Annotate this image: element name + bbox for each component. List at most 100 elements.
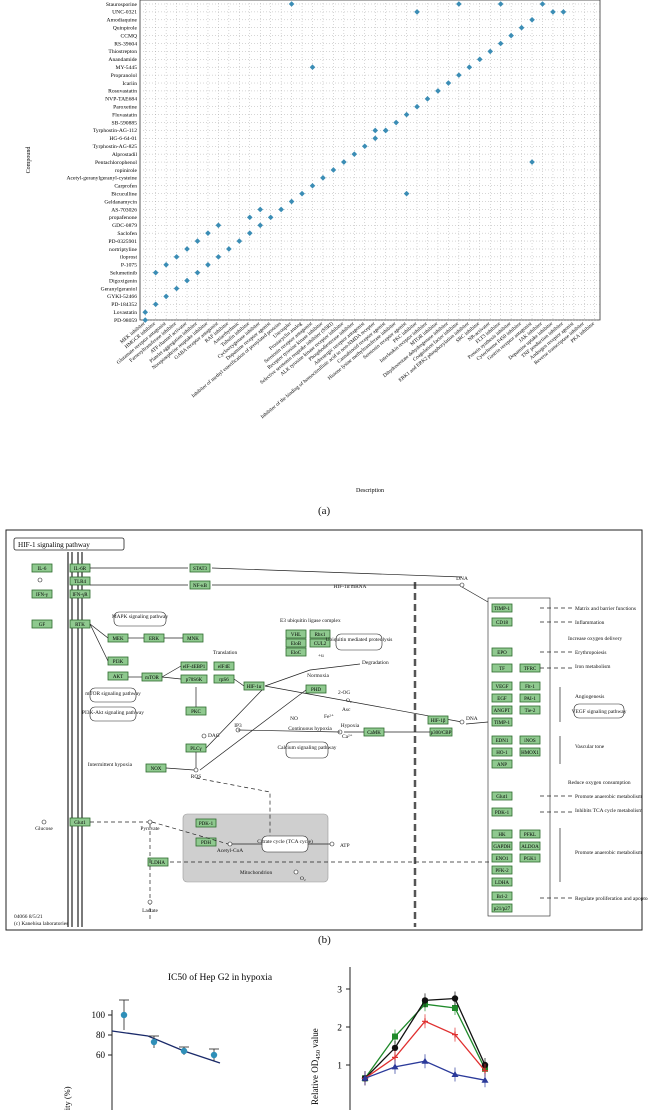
gene-flt1: Flt-1: [519, 681, 541, 691]
gene-label: LDHA: [151, 861, 165, 866]
gene-box: [491, 853, 513, 863]
gene-box: [309, 629, 331, 639]
data-point: [414, 9, 420, 15]
compound-label: nortriptyline: [109, 247, 137, 253]
left-chart-point: [210, 1051, 218, 1059]
gene-vhl: VHL: [285, 629, 307, 639]
compound-node: [459, 719, 465, 725]
gene-box: [491, 717, 513, 727]
gene-cul2: CUL2: [309, 638, 331, 648]
arrow-ros-mito: [195, 777, 271, 842]
label-acetylcoa: Acetyl-CoA: [217, 848, 243, 854]
gene-box: [305, 684, 327, 694]
label-vascular: Vascular tone: [575, 744, 605, 750]
label-mapk: MAPK signaling pathway: [112, 614, 169, 620]
arrow-ip3-ca: [237, 729, 341, 733]
gene-label: PLCγ: [190, 747, 202, 752]
right-chart-point: [422, 1018, 428, 1025]
label-inhibit_tca: Inhibits TCA cycle metabolism: [575, 808, 643, 814]
gene-timp1: TIMP-1: [491, 603, 513, 613]
gene-label: VEGF: [495, 685, 508, 690]
gene-label: PDK-1: [495, 811, 510, 816]
right-chart-point: [451, 1071, 459, 1077]
gene-eif4e: eIF4E: [213, 661, 235, 671]
gene-label: PI3K: [113, 660, 124, 665]
gene-label: MEK: [112, 637, 124, 642]
data-point: [508, 32, 514, 39]
gene-label: rpS6: [219, 678, 229, 683]
gene-label: HIF-1β: [431, 719, 446, 724]
gene-label: mTOR: [145, 676, 159, 681]
data-point: [309, 64, 316, 71]
data-point: [529, 17, 535, 23]
right-chart-point: [421, 997, 429, 1004]
gene-stat3: STAT3: [189, 563, 211, 573]
right-chart-ytick-label: 2: [337, 1024, 342, 1034]
label-tca: Citrate cycle (TCA cycle): [257, 838, 313, 845]
compound-label: Geldanamycin: [104, 199, 137, 205]
left-chart-ytick-label: 80: [96, 1030, 106, 1040]
gene-edn1: EDN1: [491, 735, 513, 745]
gene-label: Bcl-2: [496, 895, 508, 900]
right-chart-point: [482, 1067, 488, 1074]
compound-label: Geranylgeraniol: [101, 286, 138, 292]
compound-label: Amodiaquine: [107, 18, 138, 24]
label-glucose: Glucose: [35, 826, 53, 832]
compound-node: [459, 582, 465, 588]
data-point: [497, 40, 504, 47]
gene-plcg: PLCγ: [185, 743, 207, 753]
left-chart-ytick-label: 60: [96, 1050, 106, 1060]
gene-p70s6k: p70S6K: [180, 674, 208, 684]
compound-label: Quinpirole: [113, 26, 138, 32]
gene-label: ERK: [149, 637, 159, 642]
data-point: [372, 127, 379, 134]
gene-bcl2: Bcl-2: [491, 891, 513, 901]
right-chart-point: [481, 1076, 489, 1083]
gene-nox: NOX: [145, 763, 167, 773]
gene-ho1: HO-1: [491, 747, 513, 757]
gene-box: [491, 841, 513, 851]
gene-glut1: Glut1: [69, 817, 91, 827]
title-box: HIF-1 signaling pathway: [13, 537, 125, 551]
label-mtorsig: mTOR signaling pathway: [85, 691, 141, 697]
gene-box: [491, 891, 513, 901]
left-chart-point: [120, 1011, 128, 1019]
data-point: [476, 56, 483, 63]
gene-label: NOX: [151, 767, 162, 772]
gene-tfrc: TFRC: [519, 663, 541, 673]
data-point: [393, 119, 399, 126]
label-normoxia: Normoxia: [307, 673, 329, 679]
left-chart-point: [180, 1047, 188, 1055]
left-chart-ytick-label: 100: [92, 1010, 106, 1020]
gene-label: GF: [39, 623, 46, 628]
label-no: NO: [290, 716, 298, 722]
gene-box: [519, 829, 541, 839]
gene-label: HMOX1: [521, 751, 539, 756]
data-point: [246, 214, 253, 221]
gene-label: STAT3: [193, 567, 208, 572]
gene-tie2: Tie-2: [519, 705, 541, 715]
compound-label: Anandamide: [108, 57, 137, 63]
compound-label: CCMQ: [121, 33, 137, 39]
gene-ifng: IFN-γ: [31, 589, 53, 599]
label-dna1: DNA: [456, 576, 468, 582]
compound-label: Staurosporine: [106, 2, 138, 8]
gene-hif1a: HIF-1α: [243, 681, 265, 691]
gene-label: EGF: [497, 697, 507, 702]
gene-tf: TF: [491, 663, 513, 673]
compound-node: [329, 841, 335, 847]
compound-label: PD-98059: [114, 318, 137, 324]
compound-label: MY-5445: [116, 65, 138, 71]
gene-box: [491, 617, 513, 627]
data-point: [456, 1, 462, 7]
panel-c-charts: IC50 of Hep G2 in hypoxia ility (%) 100 80 6…: [62, 948, 489, 1115]
compound-label: Tyrphostin-AG-825: [93, 144, 138, 150]
gene-box: [519, 735, 541, 745]
arrow-mtor-4ebp1: [161, 665, 182, 678]
vegf-pathway-box: [573, 703, 625, 719]
gene-label: PDH: [201, 841, 211, 846]
gene-label: ALDOA: [521, 845, 539, 850]
compound-label: GDC-0879: [112, 223, 137, 229]
data-point: [163, 261, 169, 268]
compound-node: [37, 577, 43, 583]
